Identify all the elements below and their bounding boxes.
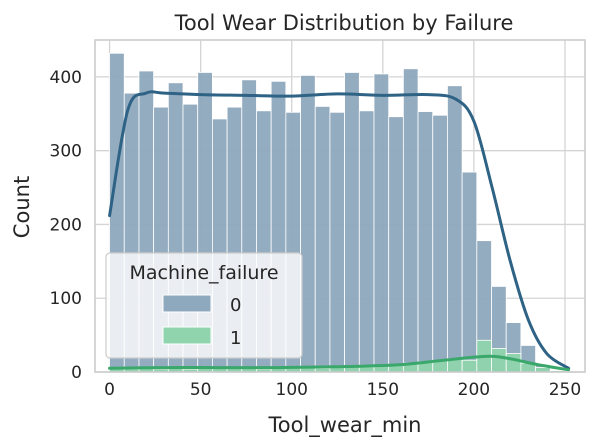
x-tick-label: 200 xyxy=(458,380,490,400)
kde-line-series-1 xyxy=(108,354,571,372)
y-tick-label: 300 xyxy=(50,142,82,162)
legend-title: Machine_failure xyxy=(129,262,278,284)
bar-series-1 xyxy=(491,347,507,373)
bar-series-0 xyxy=(344,72,360,373)
chart-title: Tool Wear Distribution by Failure xyxy=(174,11,514,35)
x-axis-label: Tool_wear_min xyxy=(268,413,422,438)
legend-label-0: 0 xyxy=(230,295,241,316)
bar-series-0 xyxy=(314,106,331,373)
bar-series-0 xyxy=(300,75,316,373)
x-tick-label: 250 xyxy=(549,380,581,400)
legend-label-1: 1 xyxy=(230,328,241,349)
bar-series-0 xyxy=(417,111,434,373)
x-tick-label: 0 xyxy=(104,380,115,400)
y-tick-label: 100 xyxy=(50,289,82,309)
bar-series-0 xyxy=(447,85,463,373)
y-tick-label: 400 xyxy=(50,68,82,88)
legend-swatch-1 xyxy=(162,326,212,345)
kde-curves xyxy=(108,90,571,372)
tick-labels: 0 50 100 150 200 250 0 100 200 300 400 xyxy=(50,68,582,400)
x-tick-label: 150 xyxy=(367,380,399,400)
bar-series-0 xyxy=(388,116,404,373)
bar-series-1 xyxy=(505,353,522,373)
bar-series-0 xyxy=(402,68,419,373)
kde-line-series-0 xyxy=(108,90,571,370)
bar-series-0 xyxy=(432,114,448,373)
bar-series-0 xyxy=(329,111,346,373)
bar-series-0 xyxy=(461,171,478,373)
y-tick-label: 200 xyxy=(50,215,82,235)
bar-series-0 xyxy=(373,73,390,373)
y-axis-label: Count xyxy=(10,176,34,238)
y-tick-label: 0 xyxy=(71,363,82,383)
plot-frame xyxy=(94,39,586,373)
legend: Machine_failure 0 1 xyxy=(105,252,303,359)
x-tick-label: 50 xyxy=(190,380,212,400)
x-tick-label: 100 xyxy=(276,380,308,400)
bar-series-1 xyxy=(461,359,478,373)
legend-swatch-0 xyxy=(162,294,212,313)
bar-series-0 xyxy=(358,110,375,373)
